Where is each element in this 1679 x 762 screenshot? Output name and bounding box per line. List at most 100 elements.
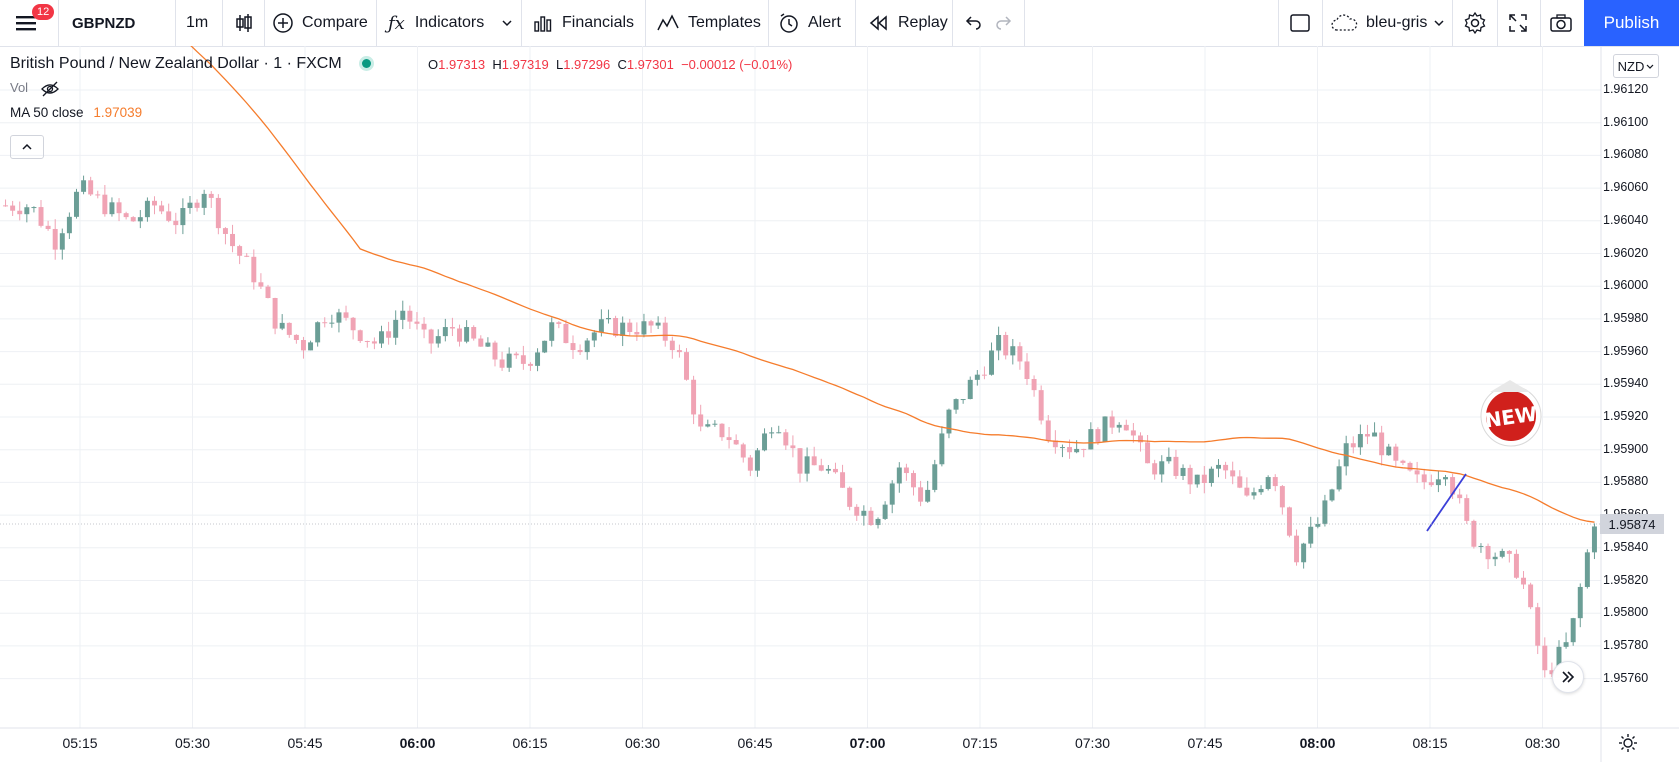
indicators-button[interactable]: ƒx Indicators: [388, 0, 484, 46]
candle-body: [1109, 416, 1115, 428]
fx-icon: ƒx: [388, 12, 405, 34]
candle-body: [208, 193, 214, 198]
candle-body: [442, 327, 448, 337]
candle-body: [1208, 468, 1214, 484]
candle-body: [1521, 577, 1527, 585]
candle-body: [868, 510, 874, 526]
price-axis-label: 1.95920: [1603, 409, 1649, 423]
menu-button[interactable]: [14, 0, 38, 46]
hidden-eye-icon[interactable]: [40, 81, 60, 97]
price-axis-label: 1.95780: [1603, 637, 1649, 652]
candle-body: [1223, 464, 1229, 471]
candle-body: [1591, 526, 1597, 553]
undo-button[interactable]: [963, 0, 983, 46]
candle-body: [24, 207, 30, 215]
candle-body: [286, 322, 292, 335]
candle-body: [407, 310, 413, 322]
volume-legend[interactable]: Vol: [10, 80, 60, 97]
settings-button[interactable]: [1463, 0, 1487, 46]
trend-line-drawing[interactable]: [1426, 473, 1467, 532]
candle-body: [1457, 494, 1463, 499]
screenshot-button[interactable]: [1549, 0, 1573, 46]
candle-body: [386, 331, 392, 338]
templates-button[interactable]: Templates: [656, 0, 761, 46]
candle-body: [676, 350, 682, 353]
price-axis-label: 1.95940: [1603, 376, 1649, 391]
time-axis-settings-button[interactable]: [1618, 733, 1638, 758]
candle-body: [1350, 443, 1356, 448]
symbol-legend[interactable]: British Pound / New Zealand Dollar · 1 ·…: [10, 55, 372, 73]
price-chart[interactable]: [0, 46, 1679, 762]
fullscreen-layout-button[interactable]: [1289, 0, 1311, 46]
candle-body: [414, 321, 420, 324]
candle-body: [1464, 498, 1470, 521]
candle-body: [911, 473, 916, 488]
candle-body: [1485, 545, 1491, 560]
candle-body: [726, 437, 732, 441]
candle-body: [1031, 379, 1037, 391]
indicators-dropdown[interactable]: [501, 0, 513, 46]
candle-body: [613, 317, 619, 336]
candle-body: [194, 202, 200, 208]
candle-body: [109, 202, 115, 215]
candle-body: [861, 510, 867, 516]
top-toolbar: 12 GBPNZD 1m Compare ƒx Indicators: [0, 0, 1679, 47]
undo-icon: [965, 16, 981, 30]
candle-body: [315, 322, 321, 343]
candle-body: [1322, 500, 1328, 524]
candle-body: [627, 322, 633, 332]
candle-body: [1435, 479, 1441, 486]
price-axis-label: 1.96020: [1603, 245, 1649, 260]
layout-name: bleu-gris: [1366, 14, 1428, 31]
compare-label: Compare: [302, 14, 368, 31]
candle-body: [1201, 474, 1207, 484]
candle-body: [300, 340, 306, 351]
candle-body: [1088, 429, 1094, 450]
layout-button[interactable]: bleu-gris: [1330, 0, 1427, 46]
candle-body: [818, 465, 824, 471]
fullscreen-button[interactable]: [1507, 0, 1529, 46]
candle-body: [1549, 670, 1555, 675]
candle-body: [1237, 476, 1243, 488]
compare-button[interactable]: Compare: [272, 0, 368, 46]
price-axis-label: 1.96120: [1603, 82, 1649, 96]
candle-body: [1265, 477, 1271, 489]
candle-body: [520, 355, 526, 364]
collapse-legend-button[interactable]: [10, 135, 44, 159]
scroll-to-realtime-button[interactable]: [1552, 661, 1584, 693]
publish-label: Publish: [1603, 13, 1660, 32]
templates-label: Templates: [688, 14, 761, 31]
currency-selector[interactable]: NZD: [1613, 54, 1659, 78]
candle-body: [542, 340, 548, 353]
candle-body: [471, 327, 477, 339]
layout-dropdown[interactable]: [1433, 0, 1445, 46]
ma-legend[interactable]: MA 50 close 1.97039: [10, 105, 142, 120]
redo-button[interactable]: [994, 0, 1014, 46]
time-axis-label: 06:45: [737, 735, 773, 751]
candle-body: [882, 504, 888, 519]
templates-icon: [657, 14, 679, 31]
ma-value: 1.97039: [93, 105, 143, 120]
candle-body: [393, 319, 399, 338]
candle-body: [379, 331, 384, 344]
candle-body: [570, 343, 576, 351]
time-axis-label: 06:00: [399, 735, 436, 751]
candle-body: [1244, 487, 1250, 496]
candle-body: [1102, 416, 1108, 442]
symbol-search[interactable]: GBPNZD: [72, 0, 135, 46]
alert-button[interactable]: Alert: [778, 0, 841, 46]
financials-button[interactable]: Financials: [532, 0, 634, 46]
replay-button[interactable]: Replay: [868, 0, 948, 46]
rewind-icon: [869, 15, 887, 31]
chart-type-button[interactable]: [233, 0, 255, 46]
price-axis-label: 1.96080: [1603, 147, 1649, 162]
candle-body: [1010, 346, 1016, 356]
candle-body: [1393, 446, 1399, 461]
candle-body: [52, 228, 58, 250]
time-axis-label: 07:00: [849, 735, 886, 751]
interval-button[interactable]: 1m: [186, 0, 208, 46]
candle-body: [88, 180, 94, 195]
current-price-label: 1.95874: [1600, 514, 1664, 534]
candle-body: [1308, 526, 1314, 544]
publish-button[interactable]: Publish: [1584, 0, 1679, 46]
